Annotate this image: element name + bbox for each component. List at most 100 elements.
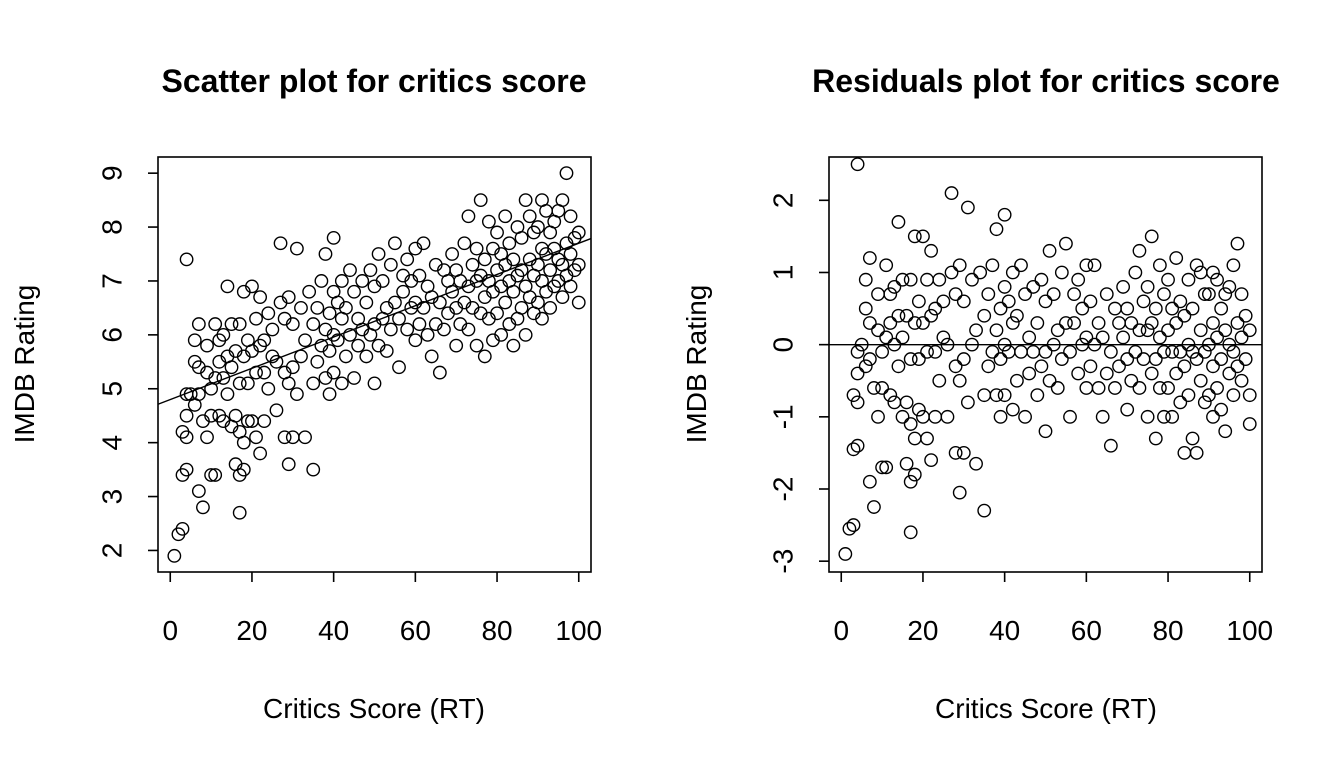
axis-ticks: 0 20 40 60 80 100 2 3 4 5 6 7 8 9 [97,165,603,646]
data-point [220,387,235,402]
x-tick-label: 0 [833,615,849,646]
data-point [1169,366,1184,381]
data-point [924,308,939,323]
data-point [1120,301,1135,316]
data-point [981,287,996,302]
data-point [249,430,263,445]
data-point [1124,316,1139,330]
data-point [936,330,951,345]
data-point [249,311,263,326]
data-point [1120,352,1135,366]
data-point [216,327,231,342]
data-point [997,337,1012,352]
data-point [924,243,939,258]
data-point [965,272,979,287]
x-axis-label: Critics Score (RT) [263,693,485,724]
data-point [1063,344,1077,359]
data-point [1165,301,1180,316]
data-point [862,251,877,265]
data-point [1185,431,1200,446]
y-tick-label: 4 [97,435,128,451]
data-point [1234,330,1249,345]
data-point [1165,409,1180,424]
data-point [858,301,873,316]
data-point [1173,344,1188,359]
data-point [1230,359,1245,374]
data-point [535,311,549,326]
data-point [571,225,586,240]
data-point [179,408,194,423]
data-point [289,387,304,402]
data-point [359,295,374,310]
data-point [1222,280,1237,294]
data-point [1038,294,1053,309]
data-point [318,247,333,261]
data-point [175,521,190,536]
data-point [1206,316,1220,330]
data-point [850,366,865,381]
data-point [887,337,902,352]
y-tick-label: 3 [97,489,128,505]
data-point [842,521,857,536]
data-point [899,456,914,471]
data-point [973,265,988,280]
data-point [1128,265,1143,280]
data-point [494,327,509,342]
data-point [1148,301,1163,316]
y-tick-label: 8 [97,219,128,235]
residuals-panel: Residuals plot for critics score Critics… [681,63,1280,724]
data-point [1152,258,1167,273]
data-point [1136,294,1151,309]
data-point [1038,424,1053,439]
data-point [1095,330,1110,345]
data-point [997,280,1012,294]
data-point [944,265,959,280]
data-point [1193,323,1208,338]
data-point [457,236,472,251]
data-point [899,395,914,410]
x-tick-label: 40 [989,615,1020,646]
data-point [1226,258,1241,273]
data-point [400,252,415,267]
data-point [952,485,967,500]
data-point [1210,272,1224,287]
data-point [871,287,885,302]
data-point [879,258,894,273]
x-tick-label: 60 [1071,615,1102,646]
data-point [179,252,194,267]
data-point [322,387,337,402]
data-point [850,157,865,172]
data-point [326,365,341,380]
data-point [461,322,476,337]
data-point [232,505,247,520]
data-point [375,274,390,288]
data-point [846,442,861,457]
y-tick-label: -2 [768,477,799,502]
data-point [1152,330,1167,345]
data-point [1206,359,1220,374]
data-point [1001,294,1016,309]
data-point [465,257,480,272]
data-point [1206,265,1220,280]
data-point [1022,330,1037,345]
data-point [907,467,922,482]
data-point [907,316,922,330]
data-point [343,263,357,278]
data-point [1161,323,1175,338]
data-point [273,236,288,251]
data-point [257,333,272,348]
data-point [952,258,967,273]
data-point [1144,229,1159,244]
data-point [563,209,578,224]
data-point [1075,301,1090,316]
data-point [1181,272,1196,287]
data-point [1218,424,1233,439]
data-point [956,446,971,460]
data-point [1026,344,1041,359]
data-point [518,193,533,208]
data-point [1177,359,1192,374]
data-point [1112,359,1126,374]
data-point [871,323,885,338]
data-point [490,225,504,240]
data-point [187,333,202,348]
